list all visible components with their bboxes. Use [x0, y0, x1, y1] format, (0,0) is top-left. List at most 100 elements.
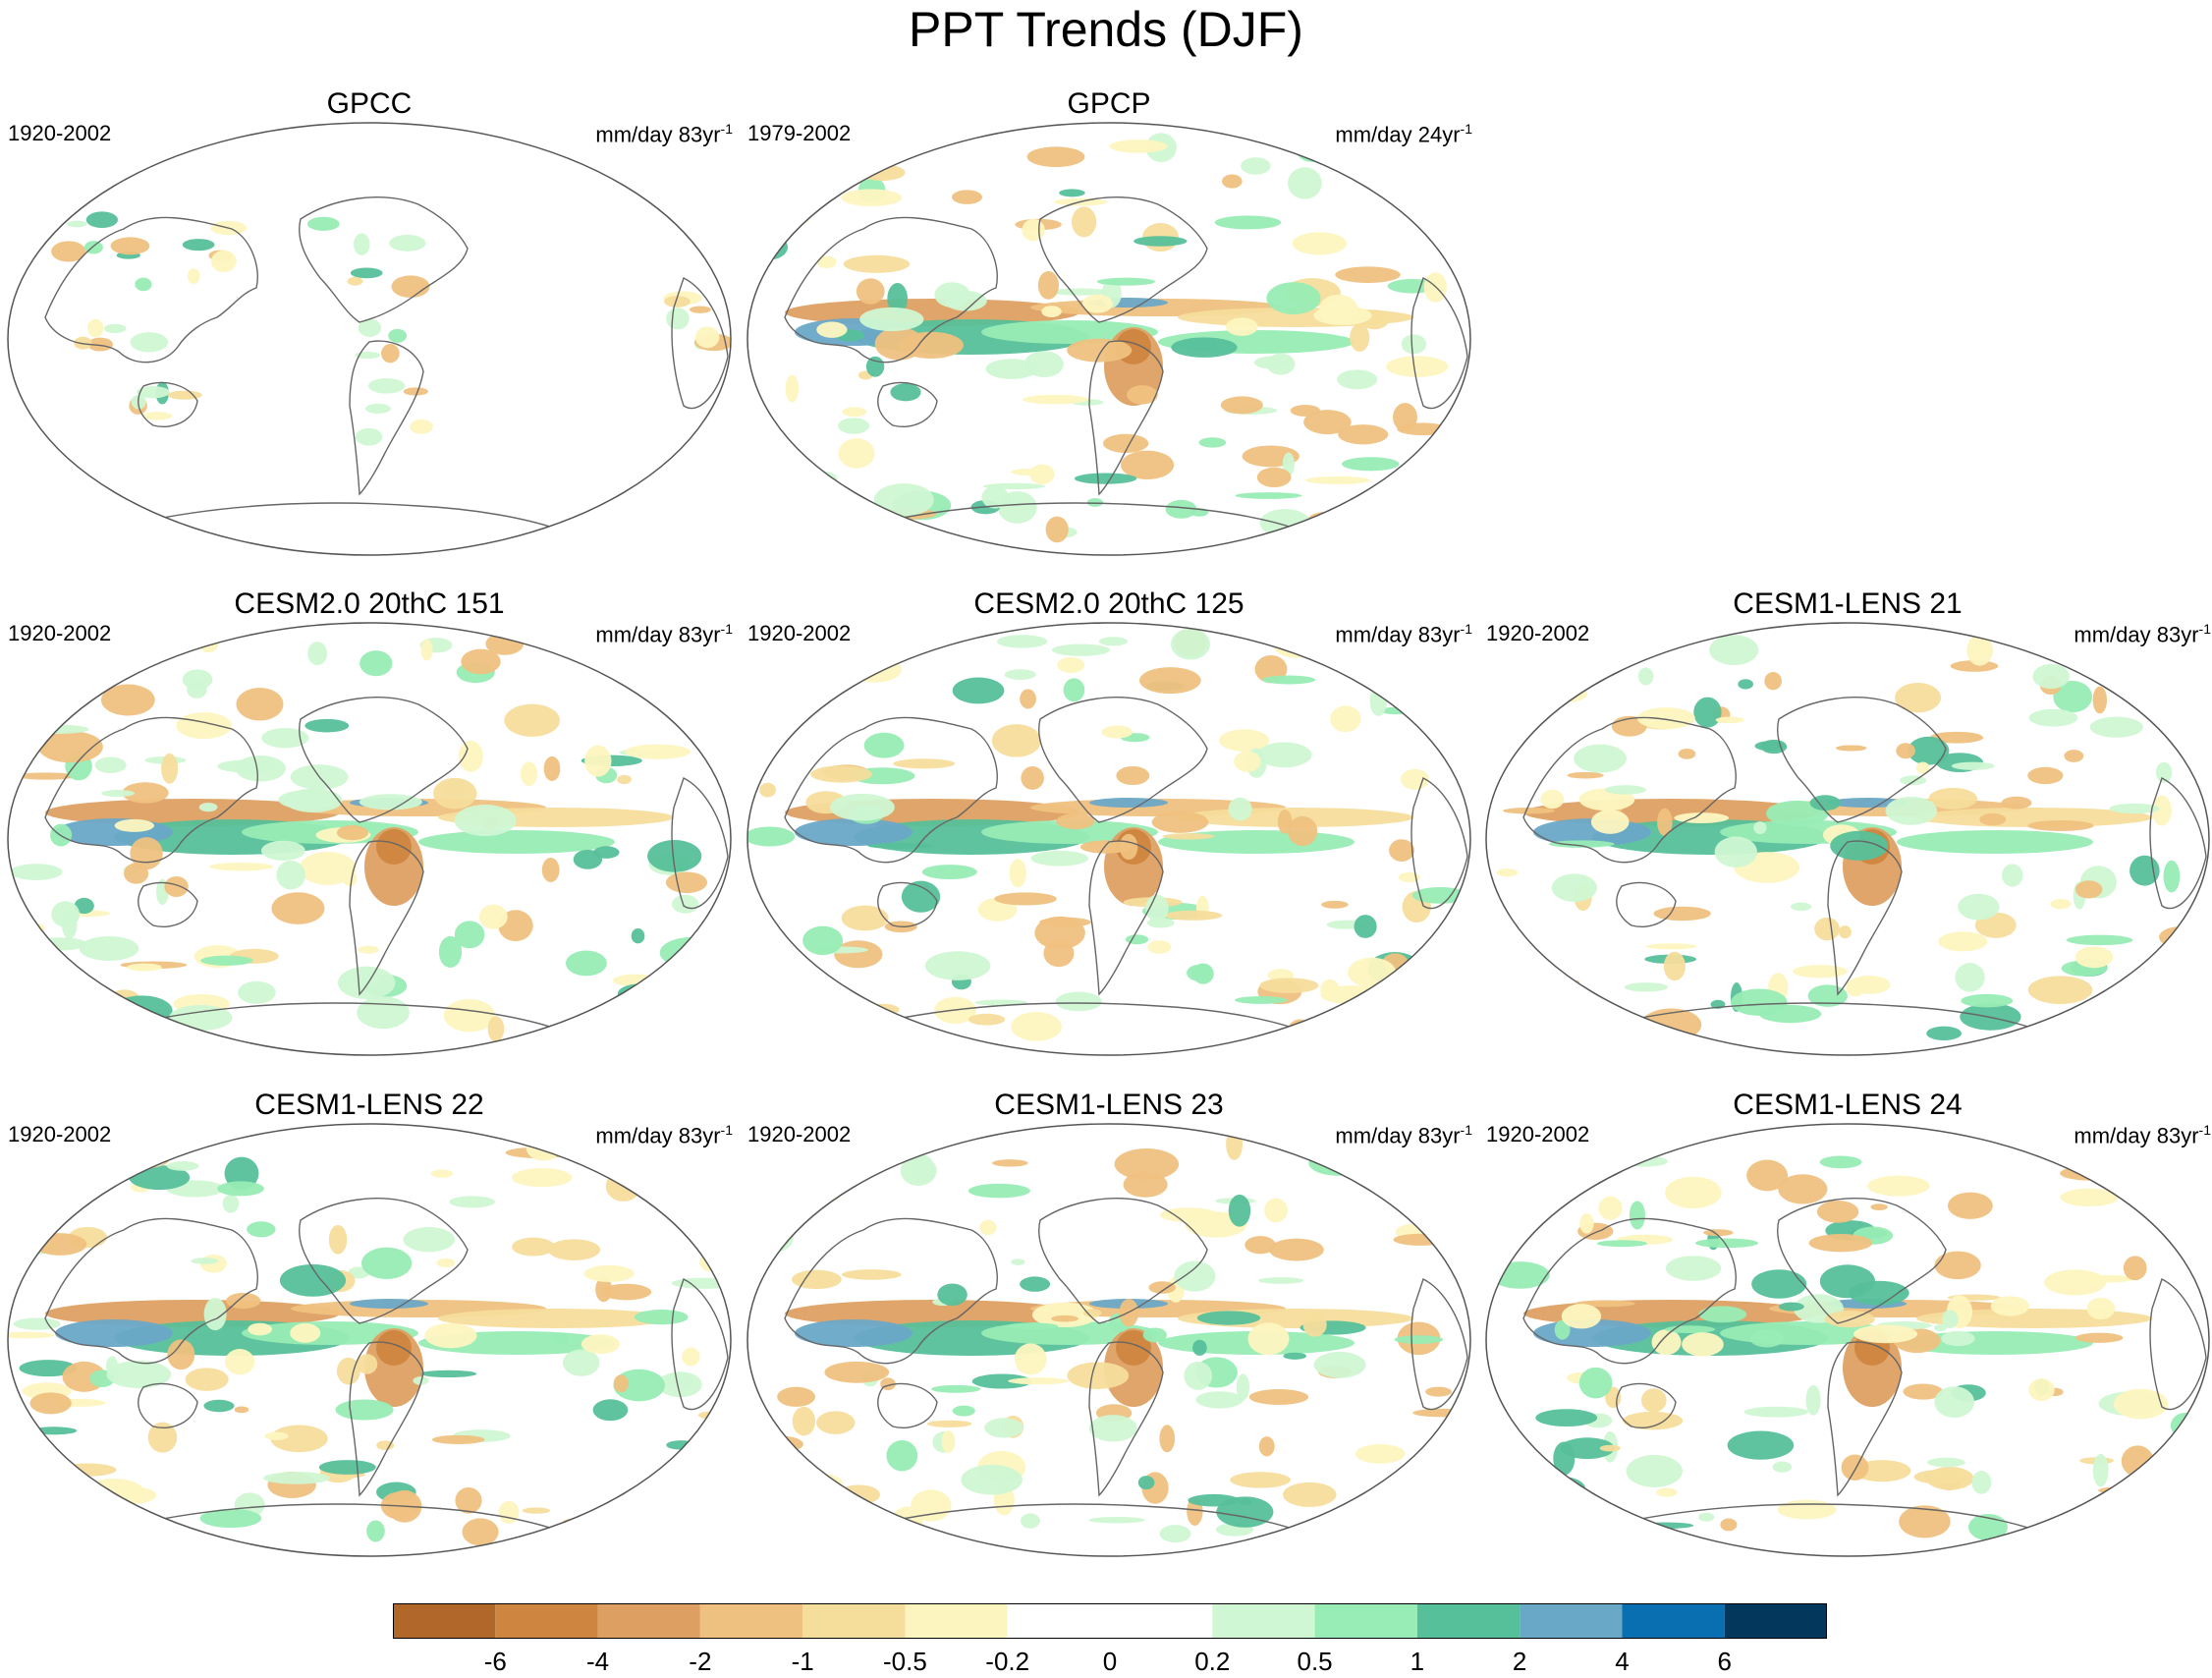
trend-patch	[1051, 1314, 1078, 1322]
panel-title: CESM1-LENS 23	[994, 1089, 1224, 1121]
trend-patch	[1896, 743, 1915, 759]
trend-patch	[1900, 775, 1927, 786]
trend-patch	[335, 1399, 394, 1421]
trend-patch	[1527, 676, 1590, 692]
trend-patch	[1228, 797, 1252, 821]
trend-patch	[217, 1181, 264, 1197]
trend-patch	[217, 759, 278, 773]
panel-period: 1920-2002	[8, 1122, 112, 1147]
trend-patch	[391, 275, 430, 299]
trend-patch	[1321, 900, 1349, 909]
trend-patch	[1103, 433, 1149, 453]
trend-patch	[19, 1360, 78, 1377]
panel-title: GPCP	[1067, 87, 1151, 120]
trend-patch	[1913, 1469, 1968, 1484]
trend-patch	[1971, 1471, 1992, 1494]
coastline	[138, 381, 198, 427]
panel-units: mm/day 83yr-1	[595, 621, 733, 647]
trend-patch	[1228, 1194, 1251, 1227]
trend-patch	[1848, 1280, 1909, 1306]
trend-patch	[631, 928, 645, 944]
trend-patch	[1401, 334, 1427, 355]
colorbar-label: -0.5	[883, 1647, 927, 1676]
map-plot	[747, 622, 1471, 1056]
map-plot	[747, 122, 1471, 556]
trend-patch	[359, 794, 422, 811]
trend-patch	[1554, 1319, 1571, 1340]
trend-patch	[271, 892, 325, 924]
trend-patch	[1521, 671, 1542, 685]
trend-patch	[1955, 963, 1985, 992]
trend-patch	[198, 803, 218, 812]
trend-patch	[1222, 174, 1243, 189]
trend-patch	[1174, 1260, 1216, 1292]
colorbar-segment	[393, 1603, 496, 1639]
trend-patch	[763, 971, 786, 997]
trend-patch	[1192, 1339, 1207, 1356]
trend-patch	[458, 740, 483, 772]
trend-patch	[13, 1317, 61, 1330]
trend-patch	[1120, 450, 1175, 479]
colorbar-segment	[597, 1603, 700, 1639]
trend-patch	[248, 1322, 272, 1336]
trend-patch	[1693, 697, 1722, 728]
colorbar-label: 0.2	[1194, 1647, 1231, 1676]
trend-patch	[2163, 1449, 2185, 1468]
trend-patch	[124, 863, 149, 884]
trend-patch	[751, 961, 801, 969]
trend-patch	[365, 403, 391, 414]
trend-patch	[1142, 1327, 1167, 1343]
trend-patch	[1385, 356, 1449, 377]
trend-patch	[1526, 1471, 1544, 1501]
trend-patch	[498, 1500, 520, 1525]
trend-patch	[1247, 1322, 1290, 1356]
trend-patch	[355, 351, 380, 360]
trend-patch	[1928, 787, 1977, 810]
trend-patch	[792, 1269, 842, 1290]
trend-patch	[2133, 1479, 2157, 1495]
coastline	[44, 216, 258, 364]
trend-patch	[1553, 1441, 1576, 1476]
trend-patch	[1567, 771, 1604, 779]
trend-patch	[2060, 1188, 2119, 1207]
dry-band	[438, 1309, 674, 1328]
map-plot	[747, 1123, 1471, 1557]
colorbar-label: 6	[1717, 1647, 1732, 1676]
trend-patch	[1072, 206, 1097, 238]
trend-patch	[350, 267, 383, 279]
trend-patch	[2183, 946, 2197, 969]
trend-patch	[857, 634, 886, 665]
colorbar-label: -1	[791, 1647, 814, 1676]
coastlines	[1522, 1198, 2207, 1531]
trend-field	[8, 1133, 731, 1546]
colorbar-segment	[802, 1603, 906, 1639]
colorbar-segment	[1416, 1603, 1521, 1639]
trend-patch	[1195, 1391, 1244, 1409]
trend-patch	[1903, 1383, 1944, 1400]
trend-patch	[2134, 665, 2150, 687]
trend-patch	[278, 790, 340, 811]
trend-patch	[1283, 1482, 1337, 1507]
trend-patch	[264, 1431, 289, 1440]
panel-title: CESM2.0 20thC 151	[234, 587, 505, 620]
trend-patch	[1830, 830, 1889, 861]
trend-patch	[890, 383, 921, 402]
trend-patch	[682, 1347, 700, 1367]
map-border	[1485, 622, 2210, 1056]
trend-patch	[234, 1406, 249, 1414]
trend-patch	[1709, 635, 1759, 665]
trend-patch	[413, 1376, 429, 1385]
trend-patch	[1123, 1171, 1168, 1198]
trend-patch	[1055, 991, 1102, 1012]
trend-patch	[1394, 1335, 1444, 1344]
trend-patch	[1283, 1352, 1307, 1360]
trend-patch	[887, 283, 908, 314]
trend-patch	[1081, 294, 1113, 313]
trend-patch	[1067, 338, 1133, 363]
trend-patch	[164, 875, 189, 897]
panel-units: mm/day 24yr-1	[1335, 121, 1472, 147]
trend-patch	[225, 1348, 255, 1375]
trend-patch	[2028, 708, 2078, 727]
trend-patch	[358, 945, 379, 954]
trend-patch	[336, 825, 368, 841]
